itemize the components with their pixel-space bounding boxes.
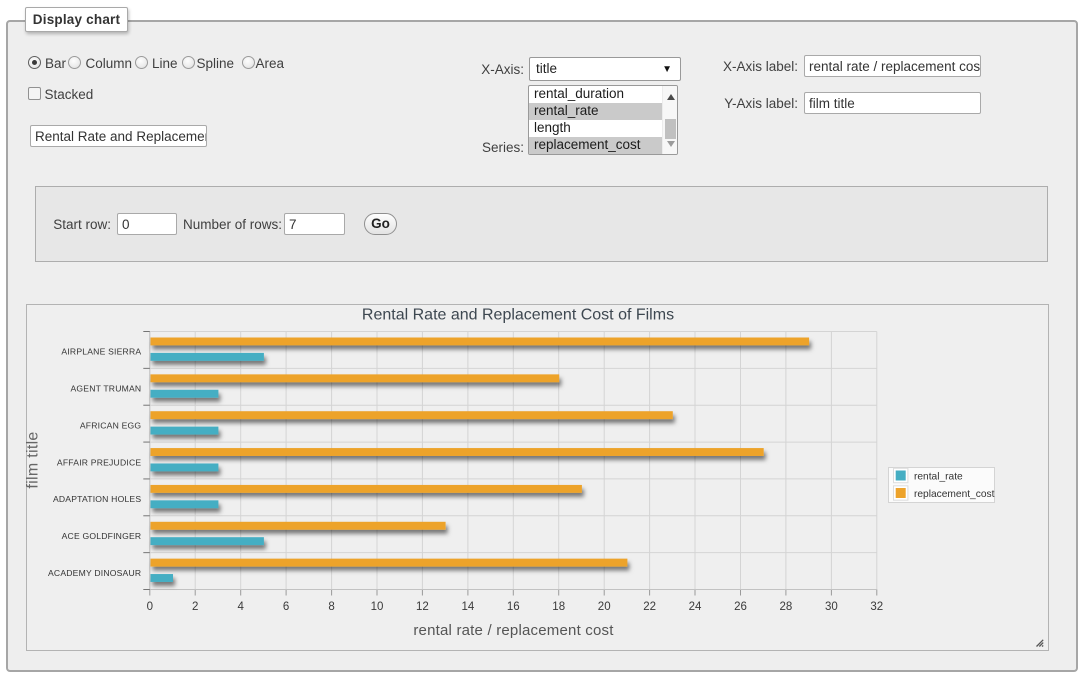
svg-text:ADAPTATION HOLES: ADAPTATION HOLES [53,494,141,504]
svg-text:24: 24 [689,601,702,613]
svg-text:0: 0 [147,601,153,613]
svg-text:22: 22 [643,601,656,613]
svg-text:4: 4 [237,601,244,613]
svg-text:32: 32 [870,601,883,613]
svg-text:AFRICAN EGG: AFRICAN EGG [80,420,142,430]
svg-text:6: 6 [283,601,289,613]
svg-text:16: 16 [507,601,520,613]
svg-text:18: 18 [552,601,565,613]
svg-text:AIRPLANE SIERRA: AIRPLANE SIERRA [61,347,141,357]
svg-text:14: 14 [462,601,475,613]
svg-text:film title: film title [25,431,42,488]
svg-text:8: 8 [328,601,334,613]
svg-text:replacement_cost: replacement_cost [914,489,995,500]
svg-text:12: 12 [416,601,429,613]
svg-text:AGENT TRUMAN: AGENT TRUMAN [70,384,141,394]
svg-text:AFFAIR PREJUDICE: AFFAIR PREJUDICE [57,457,141,467]
svg-text:30: 30 [825,601,838,613]
svg-text:Rental Rate and Replacement Co: Rental Rate and Replacement Cost of Film… [362,307,674,324]
svg-text:10: 10 [371,601,384,613]
svg-text:20: 20 [598,601,611,613]
svg-text:rental_rate: rental_rate [914,472,963,483]
svg-text:26: 26 [734,601,747,613]
svg-text:2: 2 [192,601,198,613]
svg-text:28: 28 [780,601,793,613]
svg-text:rental rate / replacement cost: rental rate / replacement cost [413,622,614,639]
svg-text:ACE GOLDFINGER: ACE GOLDFINGER [62,531,142,541]
svg-text:ACADEMY DINOSAUR: ACADEMY DINOSAUR [48,568,141,578]
